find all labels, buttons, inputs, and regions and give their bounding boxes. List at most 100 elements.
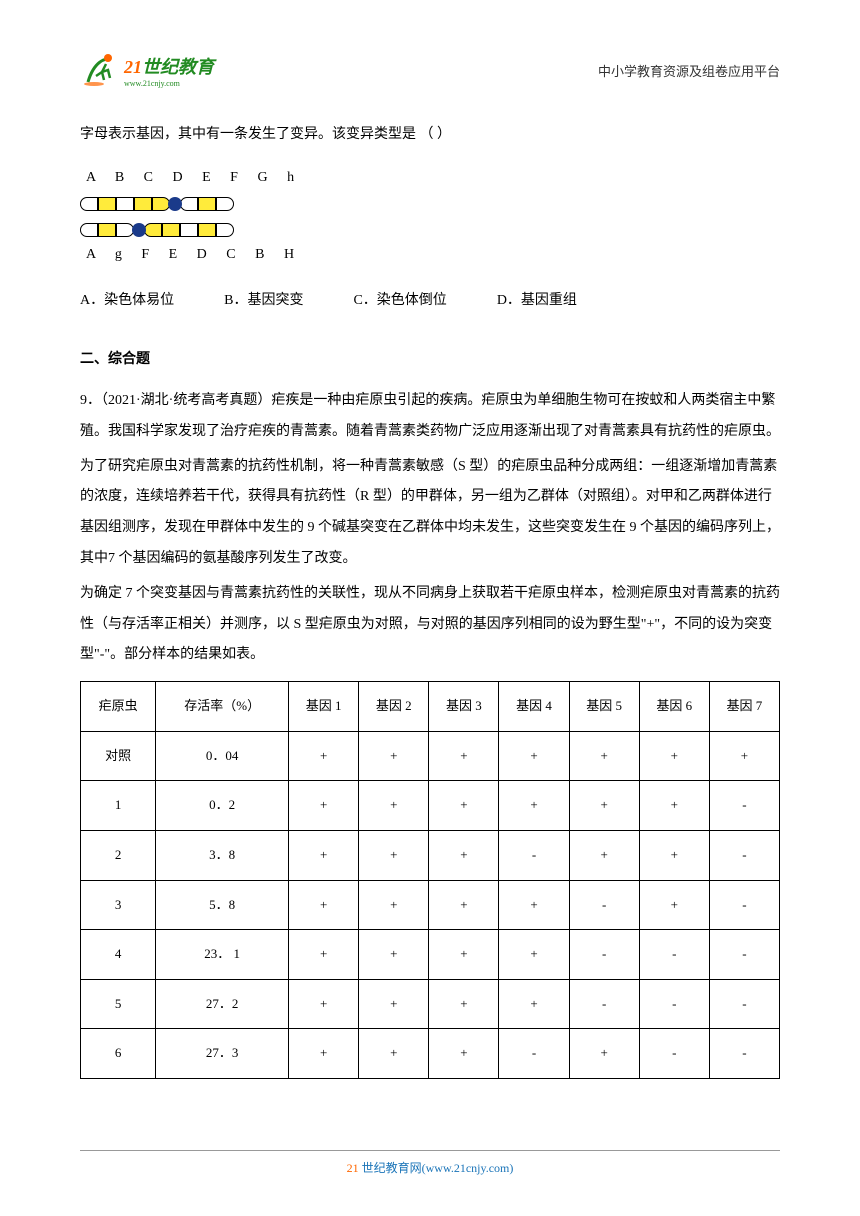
table-cell: - [709,1029,779,1079]
option-a[interactable]: A．染色体易位 [80,286,174,317]
table-cell: + [429,979,499,1029]
table-cell: + [639,731,709,781]
table-cell: + [359,830,429,880]
table-cell: 3 [81,880,156,930]
logo-num: 21 [124,57,142,77]
q9-paragraph-3: 为确定 7 个突变基因与青蒿素抗药性的关联性，现从不同病身上获取若干疟原虫样本，… [80,579,780,671]
table-cell: + [359,1029,429,1079]
table-cell: - [569,930,639,980]
logo: 21世纪教育 www.21cnjy.com [80,50,214,90]
table-header-cell: 存活率（%） [156,682,289,732]
table-cell: + [289,880,359,930]
table-cell: 5 [81,979,156,1029]
table-cell: + [569,731,639,781]
section-2-title: 二、综合题 [80,345,780,376]
logo-brand: 世纪教育 [142,57,214,77]
table-header-cell: 基因 1 [289,682,359,732]
table-cell: + [639,781,709,831]
table-cell: 对照 [81,731,156,781]
table-header-cell: 基因 6 [639,682,709,732]
table-cell: + [499,731,569,781]
header-subtitle: 中小学教育资源及组卷应用平台 [598,61,780,80]
table-cell: 27．2 [156,979,289,1029]
table-cell: + [709,731,779,781]
table-row: 对照0．04+++++++ [81,731,780,781]
table-header-cell: 基因 4 [499,682,569,732]
table-cell: - [709,880,779,930]
table-cell: + [359,731,429,781]
table-cell: - [639,930,709,980]
chromo-top-labels: A B C D E F G h [80,163,780,194]
table-cell: - [639,1029,709,1079]
table-row: 23．8+++-++- [81,830,780,880]
table-cell: 1 [81,781,156,831]
table-cell: + [429,830,499,880]
table-cell: + [359,979,429,1029]
table-cell: - [499,1029,569,1079]
chromosome-top [80,196,780,212]
table-cell: + [499,781,569,831]
table-cell: 6 [81,1029,156,1079]
table-header-cell: 疟原虫 [81,682,156,732]
table-cell: + [289,930,359,980]
table-cell: + [289,979,359,1029]
table-cell: - [709,781,779,831]
content-area: 字母表示基因，其中有一条发生了变异。该变异类型是 （ ） A B C D E F… [80,120,780,1079]
table-cell: - [639,979,709,1029]
table-header-cell: 基因 2 [359,682,429,732]
page-header: 21世纪教育 www.21cnjy.com 中小学教育资源及组卷应用平台 [80,50,780,90]
table-cell: - [569,979,639,1029]
table-cell: + [499,979,569,1029]
table-cell: + [639,830,709,880]
table-cell: - [709,930,779,980]
table-cell: + [429,930,499,980]
table-cell: + [289,1029,359,1079]
table-cell: 5．8 [156,880,289,930]
answer-options: A．染色体易位 B．基因突变 C．染色体倒位 D．基因重组 [80,286,780,317]
table-cell: + [359,781,429,831]
footer-num: 21 [347,1161,359,1175]
footer-text: 世纪教育网(www.21cnjy.com) [359,1161,514,1175]
table-cell: 0．04 [156,731,289,781]
table-cell: + [569,781,639,831]
chromosome-bottom [80,222,780,238]
table-header-cell: 基因 5 [569,682,639,732]
logo-text: 21世纪教育 www.21cnjy.com [124,53,214,88]
table-cell: + [499,930,569,980]
table-cell: + [499,880,569,930]
table-cell: + [289,781,359,831]
table-cell: + [289,830,359,880]
option-d[interactable]: D．基因重组 [497,286,577,317]
table-cell: 0．2 [156,781,289,831]
table-row: 10．2++++++- [81,781,780,831]
table-cell: + [359,930,429,980]
table-row: 35．8++++-+- [81,880,780,930]
table-cell: + [569,1029,639,1079]
table-cell: + [639,880,709,930]
page-footer: 21 世纪教育网(www.21cnjy.com) [80,1150,780,1176]
table-cell: - [499,830,569,880]
table-cell: 27．3 [156,1029,289,1079]
table-header-row: 疟原虫存活率（%）基因 1基因 2基因 3基因 4基因 5基因 6基因 7 [81,682,780,732]
table-cell: + [429,731,499,781]
option-b[interactable]: B．基因突变 [224,286,303,317]
table-cell: - [709,979,779,1029]
table-cell: + [429,880,499,930]
table-row: 527．2++++--- [81,979,780,1029]
option-c[interactable]: C．染色体倒位 [353,286,446,317]
table-header-cell: 基因 3 [429,682,499,732]
table-cell: 3．8 [156,830,289,880]
intro-text: 字母表示基因，其中有一条发生了变异。该变异类型是 （ ） [80,120,780,151]
table-row: 423． 1++++--- [81,930,780,980]
logo-url: www.21cnjy.com [124,79,214,88]
q9-paragraph-2: 为了研究疟原虫对青蒿素的抗药性机制，将一种青蒿素敏感（S 型）的疟原虫品种分成两… [80,452,780,575]
table-cell: + [569,830,639,880]
table-cell: 23． 1 [156,930,289,980]
table-cell: + [359,880,429,930]
table-cell: + [429,1029,499,1079]
table-cell: - [709,830,779,880]
chromo-bottom-labels: A g F E D C B H [80,240,780,271]
logo-icon [80,50,120,90]
table-header-cell: 基因 7 [709,682,779,732]
table-cell: + [429,781,499,831]
